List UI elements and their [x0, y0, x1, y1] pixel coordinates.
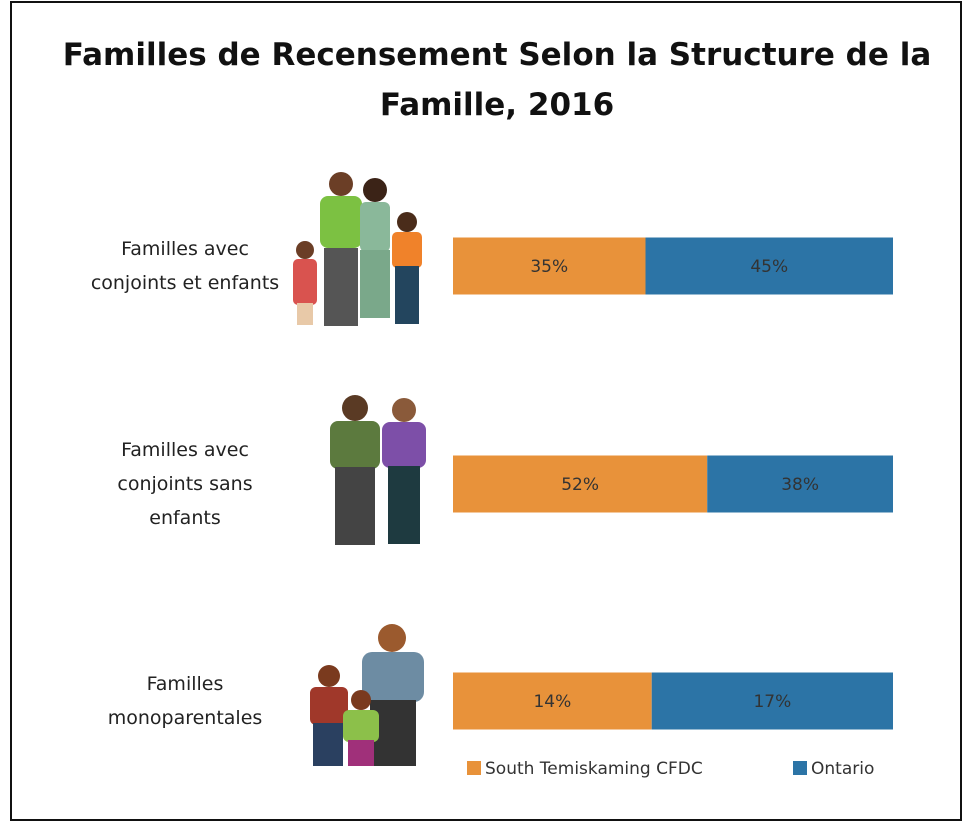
value-label: 45%	[750, 257, 788, 277]
legend-swatch	[793, 761, 807, 775]
bar-segment	[453, 672, 652, 730]
icon-couple	[330, 395, 426, 545]
category-label: Familles avec conjoints sans enfants	[117, 439, 253, 529]
legend-swatch	[467, 761, 481, 775]
bar-segment	[707, 455, 893, 513]
legend-label: South Temiskaming CFDC	[485, 759, 703, 779]
icon-single-parent	[310, 624, 424, 766]
frame	[10, 1, 962, 821]
value-label: 17%	[753, 692, 791, 712]
bar-segment	[453, 237, 646, 295]
value-label: 35%	[530, 257, 568, 277]
value-label: 52%	[561, 475, 599, 495]
chart-title: Familles de Recensement Selon la Structu…	[62, 37, 932, 123]
bar-segment	[453, 455, 708, 513]
category-label: Familles monoparentales	[107, 673, 263, 729]
legend-label: Ontario	[811, 759, 874, 779]
bar-segment	[645, 237, 893, 295]
category-label: Familles avec conjoints et enfants	[90, 238, 280, 294]
bar-segment	[651, 672, 893, 730]
value-label: 14%	[533, 692, 571, 712]
value-label: 38%	[781, 475, 819, 495]
icon-couple-children	[293, 172, 422, 326]
